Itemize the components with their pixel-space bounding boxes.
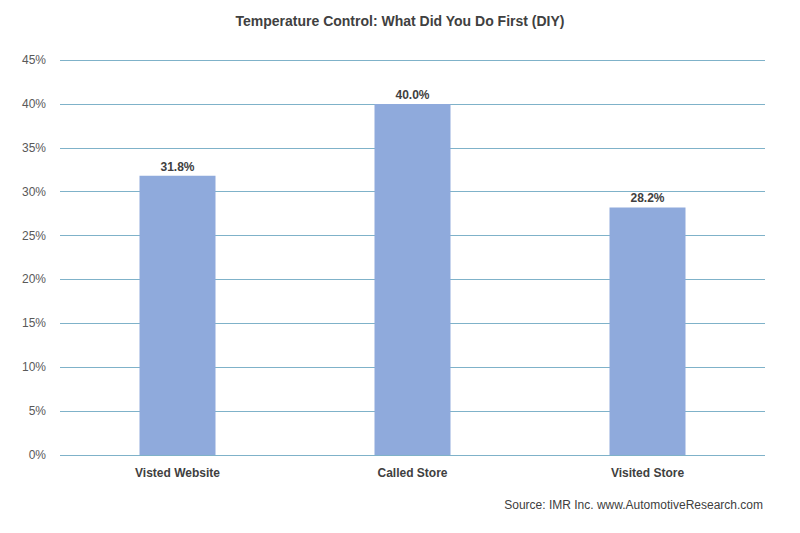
svg-text:30%: 30%	[22, 185, 46, 199]
svg-text:25%: 25%	[22, 229, 46, 243]
svg-text:35%: 35%	[22, 141, 46, 155]
svg-text:45%: 45%	[22, 53, 46, 67]
svg-text:Source: IMR Inc. www.Automotiv: Source: IMR Inc. www.AutomotiveResearch.…	[504, 498, 763, 512]
svg-text:15%: 15%	[22, 316, 46, 330]
svg-text:28.2%: 28.2%	[630, 191, 664, 205]
svg-text:40%: 40%	[22, 97, 46, 111]
svg-text:Called Store: Called Store	[377, 466, 447, 480]
svg-text:40.0%: 40.0%	[395, 88, 429, 102]
svg-text:Visited Store: Visited Store	[611, 466, 684, 480]
svg-text:Visted Website: Visted Website	[135, 466, 220, 480]
svg-text:20%: 20%	[22, 272, 46, 286]
svg-text:0%: 0%	[29, 448, 47, 462]
svg-text:10%: 10%	[22, 360, 46, 374]
svg-text:5%: 5%	[29, 404, 47, 418]
svg-text:31.8%: 31.8%	[160, 160, 194, 174]
svg-text:Temperature Control: What Did: Temperature Control: What Did You Do Fir…	[236, 13, 565, 29]
